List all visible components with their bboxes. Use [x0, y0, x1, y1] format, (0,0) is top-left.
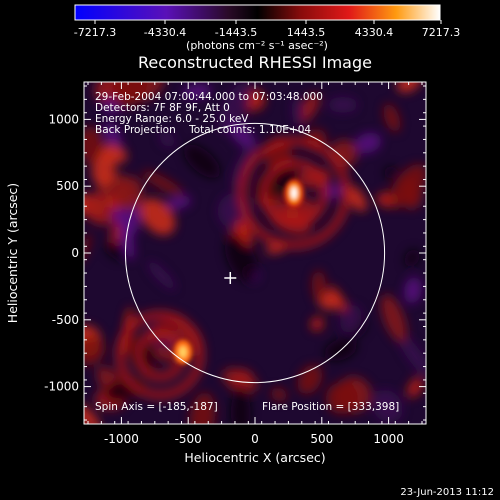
x-tick-label: 0 [251, 432, 259, 446]
y-tick-label: -500 [52, 313, 79, 327]
figure-title: Reconstructed RHESSI Image [138, 53, 372, 72]
solar-limb-circle [124, 122, 386, 384]
info-line-time: 29-Feb-2004 07:00:44.000 to 07:03:48.000 [95, 91, 323, 103]
info-line-energy: Energy Range: 6.0 - 25.0 keV [95, 113, 249, 125]
y-axis-label: Heliocentric Y (arcsec) [5, 183, 20, 323]
y-axis-ticks: -1000 -500 0 500 1000 [44, 85, 426, 421]
x-tick-label: -1000 [104, 432, 139, 446]
spin-axis-marker [224, 271, 237, 284]
info-line-detectors: Detectors: 7F 8F 9F, Att 0 [95, 102, 230, 114]
colorbar-tick-label: 4330.4 [355, 26, 394, 39]
colorbar-tick-label: -4330.4 [144, 26, 186, 39]
colorbar-tick-label: 7217.3 [422, 26, 461, 39]
y-tick-label: -1000 [44, 380, 79, 394]
x-tick-label: 1000 [373, 432, 404, 446]
x-axis-label: Heliocentric X (arcsec) [184, 450, 325, 465]
y-tick-label: 500 [56, 179, 79, 193]
x-tick-label: 500 [310, 432, 333, 446]
colorbar-units-label: (photons cm⁻² s⁻¹ asec⁻²) [186, 39, 328, 52]
info-line-method: Back Projection Total counts: 1.10E+04 [95, 124, 311, 136]
x-tick-label: -500 [175, 432, 202, 446]
x-axis-ticks: -1000 -500 0 500 1000 [87, 82, 423, 446]
y-tick-label: 1000 [48, 112, 79, 126]
colorbar-tick-label: -1443.5 [215, 26, 257, 39]
colorbar-ticks: -7217.3 -4330.4 -1443.5 1443.5 4330.4 7217.3 [74, 20, 460, 39]
y-tick-label: 0 [71, 246, 79, 260]
info-block: 29-Feb-2004 07:00:44.000 to 07:03:48.000… [95, 91, 323, 136]
spin-axis-label: Spin Axis = [-185,-187] [95, 401, 218, 413]
colorbar-tick-label: -7217.3 [74, 26, 116, 39]
colorbar [74, 4, 441, 21]
colorbar-tick-label: 1443.5 [287, 26, 326, 39]
footer-timestamp: 23-Jun-2013 11:12 [400, 487, 494, 498]
flare-position-label: Flare Position = [333,398] [262, 401, 399, 413]
